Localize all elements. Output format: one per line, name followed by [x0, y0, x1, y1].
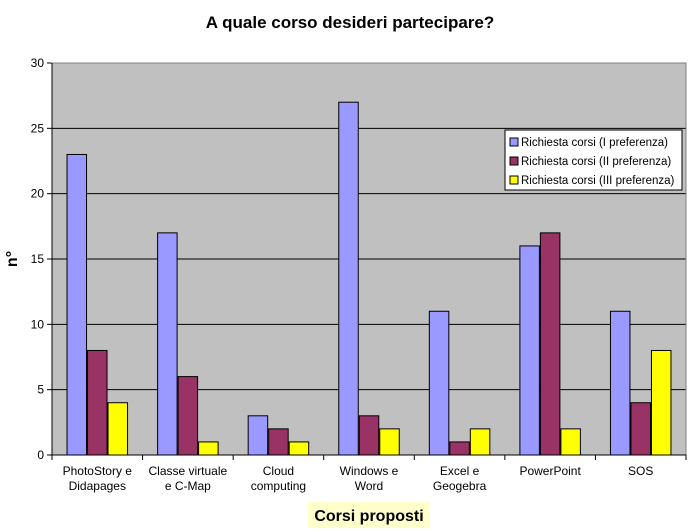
x-tick-label: PowerPoint [519, 464, 581, 478]
bar [379, 428, 400, 456]
bar [107, 402, 129, 456]
bar [66, 153, 88, 456]
y-tick-label: 15 [31, 252, 45, 266]
legend-label: Richiesta corsi (I preferenza) [521, 137, 668, 149]
y-tick-label: 30 [31, 56, 45, 70]
y-tick-label: 5 [37, 383, 44, 397]
plot-area: 0 5 10 15 20 25 30 PhotoStory e Didapages Classe … [31, 56, 687, 493]
y-tick-label: 0 [37, 448, 44, 462]
bar [198, 441, 219, 456]
x-tick-label-line: PhotoStory e [63, 464, 133, 478]
legend-swatch [509, 156, 519, 166]
bar [519, 245, 540, 456]
bar [650, 349, 672, 456]
y-tick-label: 25 [31, 121, 45, 135]
x-tick-label: SOS [628, 464, 653, 478]
bar [630, 402, 651, 456]
legend-box [504, 129, 683, 191]
bar [609, 310, 631, 456]
legend-swatch [509, 137, 519, 147]
x-tick-label: Classe virtuale e C-Map [149, 464, 228, 493]
x-tick-label-line: Cloud [263, 464, 294, 478]
bar [177, 376, 199, 456]
bar [449, 441, 470, 456]
y-tick-label: 10 [31, 317, 45, 331]
legend: Richiesta corsi (I preferenza) Richiesta … [504, 129, 683, 191]
bar [338, 101, 359, 456]
x-tick-label-line: Word [355, 479, 383, 493]
bar [268, 428, 289, 456]
bar [157, 232, 178, 456]
legend-label: Richiesta corsi (III preferenza) [521, 175, 675, 187]
x-tick-label: Cloud computing [251, 464, 306, 493]
bar [428, 310, 450, 456]
legend-swatch [509, 175, 519, 185]
x-tick-label-line: Classe virtuale [149, 464, 228, 478]
x-tick-label-line: PowerPoint [519, 464, 581, 478]
legend-label: Richiesta corsi (II preferenza) [521, 156, 671, 168]
y-axis-title: n° [4, 251, 21, 267]
bar [247, 415, 269, 456]
x-tick-label-line: Didapages [69, 479, 126, 493]
bar [560, 428, 581, 456]
x-tick-label-line: e C-Map [165, 479, 211, 493]
x-axis-title-background [308, 502, 430, 528]
y-tick-label: 20 [31, 187, 45, 201]
bar [539, 232, 561, 456]
x-tick-label-line: Geogebra [433, 479, 487, 493]
bar [87, 349, 108, 456]
x-axis-title: Corsi proposti [314, 508, 423, 525]
bar [288, 441, 310, 456]
chart-title: A quale corso desideri partecipare? [206, 13, 494, 32]
x-tick-label-line: SOS [628, 464, 653, 478]
x-tick-label: PhotoStory e Didapages [63, 464, 133, 493]
x-tick-label-line: Excel e [440, 464, 480, 478]
x-tick-label-line: Windows e [340, 464, 399, 478]
x-tick-label: Windows e Word [340, 464, 399, 493]
bar [358, 415, 380, 456]
bar [469, 428, 491, 456]
x-tick-label: Excel e Geogebra [433, 464, 487, 493]
x-tick-label-line: computing [251, 479, 306, 493]
